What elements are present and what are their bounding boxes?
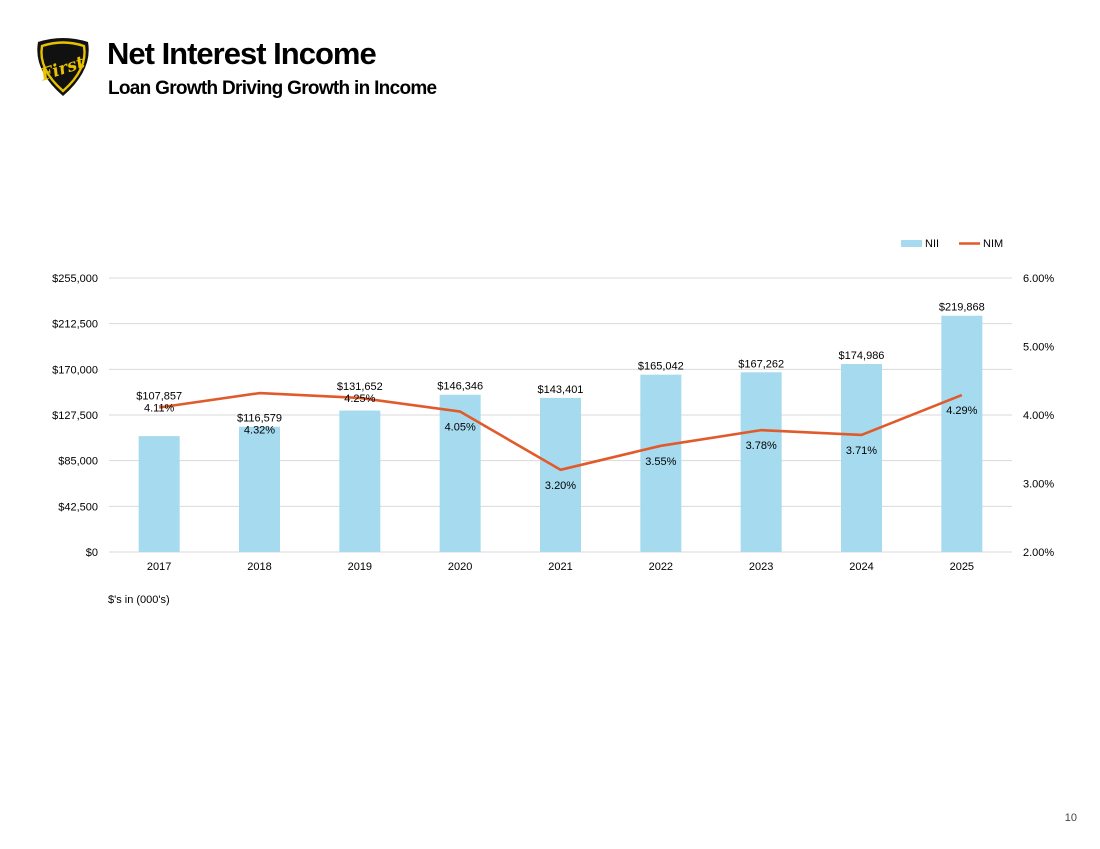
left-axis-tick-label: $42,500 (58, 501, 98, 513)
bar-nii (138, 436, 180, 552)
legend-label-nii: NII (925, 238, 939, 250)
data-label-nim: 3.71% (846, 445, 877, 457)
units-note: $'s in (000's) (108, 594, 170, 606)
left-axis-tick-label: $255,000 (52, 273, 98, 285)
bar-nii (439, 394, 481, 552)
legend-swatch-nii (901, 240, 922, 247)
x-axis-tick-label: 2025 (950, 561, 974, 573)
data-label-nii: $131,652 (337, 381, 383, 393)
page-subtitle: Loan Growth Driving Growth in Income (108, 78, 437, 99)
legend-label-nim: NIM (983, 238, 1003, 250)
data-label-nii: $143,401 (538, 384, 584, 396)
logo-shield-icon (37, 38, 89, 96)
right-axis-tick-label: 6.00% (1023, 273, 1054, 285)
x-axis-tick-label: 2019 (348, 561, 372, 573)
page-title: Net Interest Income (107, 36, 377, 71)
data-label-nim: 3.20% (545, 480, 576, 492)
bar-nii (540, 397, 581, 552)
data-label-nii: $116,579 (237, 413, 282, 425)
left-axis-tick-label: $212,500 (52, 319, 98, 331)
bar-nii (841, 363, 882, 552)
data-label-nii: $146,346 (437, 381, 483, 393)
bar-nii (239, 426, 280, 552)
x-axis-tick-label: 2023 (749, 561, 773, 573)
left-axis-tick-label: $0 (86, 547, 98, 559)
x-axis-tick-label: 2024 (849, 561, 873, 573)
data-label-nii: $107,857 (136, 390, 182, 402)
data-label-nim: 4.11% (144, 402, 175, 414)
right-axis-tick-label: 4.00% (1023, 410, 1054, 422)
x-axis-tick-label: 2017 (147, 561, 171, 573)
bar-nii (740, 372, 782, 552)
data-label-nim: 3.78% (746, 440, 777, 452)
data-label-nii: $219,868 (939, 302, 985, 314)
x-axis-tick-label: 2018 (247, 561, 271, 573)
data-label-nim: 3.55% (645, 456, 676, 468)
company-logo: First (37, 38, 89, 96)
right-axis-tick-label: 3.00% (1023, 479, 1054, 491)
data-label-nii: $165,042 (638, 361, 684, 373)
left-axis-tick-label: $170,000 (52, 364, 98, 376)
data-label-nii: $167,262 (738, 358, 784, 370)
x-axis-tick-label: 2020 (448, 561, 472, 573)
x-axis-tick-label: 2021 (548, 561, 572, 573)
page-number: 10 (1064, 812, 1077, 824)
data-label-nii: $174,986 (839, 350, 885, 362)
bar-nii (640, 374, 682, 552)
line-nim (159, 391, 963, 472)
data-label-nim: 4.32% (244, 425, 275, 437)
data-label-nim: 4.29% (946, 405, 977, 417)
bar-nii (941, 315, 983, 552)
left-axis-tick-label: $127,500 (52, 410, 98, 422)
data-label-nim: 4.05% (445, 422, 476, 434)
right-axis-tick-label: 5.00% (1023, 342, 1054, 354)
left-axis-tick-label: $85,000 (58, 456, 98, 468)
data-label-nim: 4.25% (344, 393, 375, 405)
bar-nii (339, 410, 381, 552)
x-axis-tick-label: 2022 (649, 561, 673, 573)
right-axis-tick-label: 2.00% (1023, 547, 1054, 559)
